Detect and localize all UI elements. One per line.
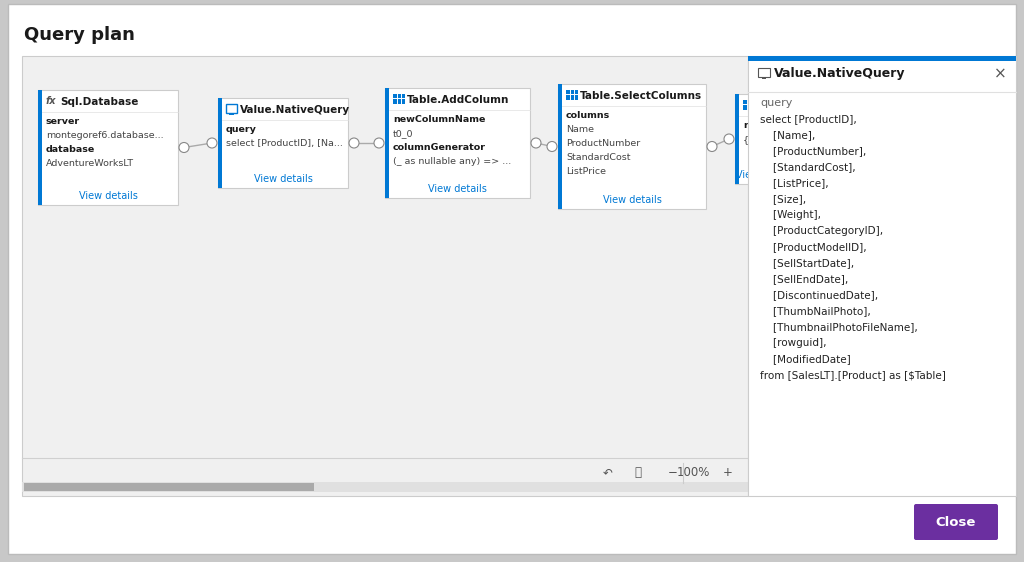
Text: ListPrice: ListPrice	[566, 167, 606, 176]
Circle shape	[207, 138, 217, 148]
FancyBboxPatch shape	[735, 94, 739, 184]
FancyBboxPatch shape	[758, 68, 770, 77]
Text: Query plan: Query plan	[24, 26, 135, 44]
FancyBboxPatch shape	[558, 84, 562, 209]
Text: Name: Name	[566, 125, 594, 134]
Text: [StandardCost],: [StandardCost],	[760, 162, 856, 172]
Text: fx: fx	[46, 96, 56, 106]
FancyBboxPatch shape	[748, 56, 1016, 61]
Text: Value.NativeQuery: Value.NativeQuery	[774, 67, 905, 80]
FancyBboxPatch shape	[385, 88, 389, 198]
FancyBboxPatch shape	[22, 482, 748, 492]
Text: −: −	[668, 466, 678, 479]
Text: server: server	[46, 117, 80, 126]
Text: montegoref6.database...: montegoref6.database...	[46, 131, 164, 140]
Text: [ProductCategoryID],: [ProductCategoryID],	[760, 226, 883, 236]
Text: t0_0: t0_0	[393, 129, 414, 138]
Text: { oldColumn = t0_...: { oldColumn = t0_...	[743, 135, 841, 144]
Text: [Size],: [Size],	[760, 194, 806, 204]
FancyBboxPatch shape	[229, 113, 234, 115]
Text: database: database	[46, 145, 95, 154]
FancyBboxPatch shape	[914, 504, 998, 540]
Text: columnGenerator: columnGenerator	[393, 143, 486, 152]
Circle shape	[349, 138, 359, 148]
FancyBboxPatch shape	[748, 56, 1016, 496]
FancyBboxPatch shape	[743, 100, 755, 110]
Text: [rowguid],: [rowguid],	[760, 338, 826, 348]
FancyBboxPatch shape	[393, 94, 406, 104]
Text: select [ProductID], [Na...: select [ProductID], [Na...	[226, 139, 343, 148]
Text: Table.SelectColumns: Table.SelectColumns	[580, 91, 702, 101]
Text: [ProductNumber],: [ProductNumber],	[760, 146, 866, 156]
FancyBboxPatch shape	[38, 90, 178, 205]
Text: select [ProductID],: select [ProductID],	[760, 114, 857, 124]
Text: AdventureWorksLT: AdventureWorksLT	[46, 159, 134, 168]
Text: from [SalesLT].[Product] as [$Table]: from [SalesLT].[Product] as [$Table]	[760, 370, 946, 380]
Circle shape	[179, 143, 189, 152]
Text: Sql.Database: Sql.Database	[60, 97, 138, 107]
FancyBboxPatch shape	[24, 483, 314, 491]
FancyBboxPatch shape	[226, 104, 237, 113]
Text: [Weight],: [Weight],	[760, 210, 821, 220]
Text: renames: renames	[743, 121, 790, 130]
Text: [ModifiedDate]: [ModifiedDate]	[760, 354, 851, 364]
Text: query: query	[226, 125, 257, 134]
FancyBboxPatch shape	[385, 88, 530, 198]
Text: View deta…: View deta…	[736, 170, 794, 180]
FancyBboxPatch shape	[566, 90, 578, 100]
Text: Close: Close	[936, 515, 976, 528]
Text: (_ as nullable any) => ...: (_ as nullable any) => ...	[393, 157, 511, 166]
Text: +: +	[723, 466, 733, 479]
Text: 100%: 100%	[676, 466, 710, 479]
FancyBboxPatch shape	[558, 84, 706, 209]
FancyBboxPatch shape	[762, 77, 766, 79]
FancyBboxPatch shape	[735, 94, 795, 184]
Text: query: query	[760, 98, 793, 108]
FancyBboxPatch shape	[8, 4, 1016, 554]
Text: Table.Renam…: Table.Renam…	[757, 101, 843, 111]
Text: View details: View details	[79, 191, 137, 201]
Text: [SellEndDate],: [SellEndDate],	[760, 274, 848, 284]
Circle shape	[724, 134, 734, 144]
Text: [ProductModelID],: [ProductModelID],	[760, 242, 866, 252]
FancyBboxPatch shape	[22, 56, 748, 496]
Circle shape	[707, 142, 717, 152]
Text: View details: View details	[254, 174, 312, 184]
Circle shape	[547, 142, 557, 152]
Text: StandardCost: StandardCost	[566, 153, 631, 162]
Text: newColumnName: newColumnName	[393, 115, 485, 124]
Circle shape	[531, 138, 541, 148]
Text: ⌖: ⌖	[635, 466, 641, 479]
FancyBboxPatch shape	[38, 90, 42, 205]
Text: [ThumbNailPhoto],: [ThumbNailPhoto],	[760, 306, 870, 316]
Text: ×: ×	[993, 67, 1007, 82]
Circle shape	[374, 138, 384, 148]
Text: [ListPrice],: [ListPrice],	[760, 178, 828, 188]
Text: ProductNumber: ProductNumber	[566, 139, 640, 148]
Text: [SellStartDate],: [SellStartDate],	[760, 258, 854, 268]
Text: View details: View details	[602, 195, 662, 205]
Text: columns: columns	[566, 111, 610, 120]
Text: [Name],: [Name],	[760, 130, 815, 140]
Text: [DiscontinuedDate],: [DiscontinuedDate],	[760, 290, 879, 300]
FancyBboxPatch shape	[218, 98, 348, 188]
Text: Value.NativeQuery: Value.NativeQuery	[240, 105, 350, 115]
FancyBboxPatch shape	[218, 98, 222, 188]
Text: Table.AddColumn: Table.AddColumn	[407, 95, 509, 105]
Text: [ThumbnailPhotoFileName],: [ThumbnailPhotoFileName],	[760, 322, 918, 332]
Text: View details: View details	[428, 184, 487, 194]
Text: ↶: ↶	[603, 466, 613, 479]
